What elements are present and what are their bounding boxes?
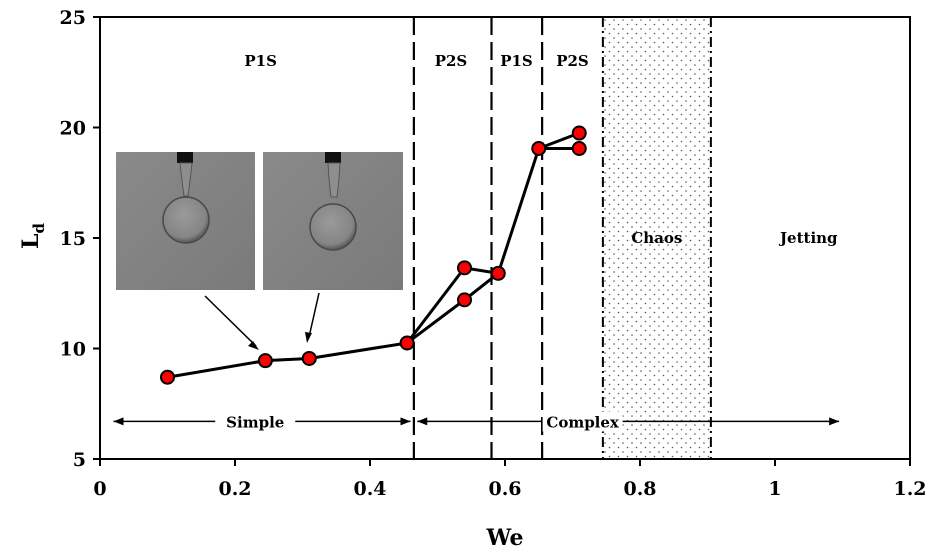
data-point bbox=[457, 292, 472, 308]
y-axis-title: Ld bbox=[18, 223, 48, 249]
range-label-background bbox=[215, 411, 296, 432]
y-tick-label: 15 bbox=[60, 228, 86, 250]
data-point bbox=[399, 335, 415, 351]
y-tick-label: 25 bbox=[60, 7, 86, 29]
y-tick-label: 20 bbox=[60, 118, 86, 140]
range-label: Complex bbox=[546, 413, 620, 431]
data-point bbox=[490, 265, 506, 281]
region-label: Jetting bbox=[778, 229, 838, 247]
y-axis-ticks: 5 10 15 20 25 bbox=[60, 7, 100, 471]
photo-pointer-arrowhead-1 bbox=[248, 341, 259, 350]
range-arrows: Simple Complex bbox=[113, 411, 840, 432]
droplet-photos bbox=[116, 152, 403, 350]
x-tick-label: 1.2 bbox=[893, 478, 926, 500]
y-tick-label: 10 bbox=[60, 339, 86, 361]
region-label: Chaos bbox=[631, 229, 682, 247]
range-label: Simple bbox=[226, 413, 284, 431]
range-arrowhead-left bbox=[417, 417, 428, 426]
photo-pointer-arrow-1 bbox=[204, 295, 257, 347]
x-tick-label: 0.8 bbox=[623, 478, 656, 500]
regime-boundaries bbox=[412, 17, 712, 459]
region-label: P1S bbox=[244, 52, 277, 70]
range-arrowhead-left bbox=[113, 417, 124, 426]
x-tick-label: 0 bbox=[93, 478, 106, 500]
x-tick-label: 1 bbox=[768, 478, 781, 500]
droplet-photo-2 bbox=[263, 152, 403, 290]
range-label-background bbox=[542, 411, 623, 432]
y-tick-label: 5 bbox=[73, 449, 86, 471]
region-labels: P1S P2S P1S P2S Chaos Jetting bbox=[244, 52, 838, 247]
x-axis-ticks: 0 0.2 0.4 0.6 0.8 1 1.2 bbox=[93, 459, 926, 500]
data-point bbox=[457, 260, 472, 276]
x-axis-title: We bbox=[486, 525, 524, 551]
range-arrowhead-right bbox=[829, 417, 840, 426]
data-point bbox=[571, 140, 587, 156]
region-label: P2S bbox=[556, 52, 589, 70]
photo-pointer-arrow-2 bbox=[308, 292, 320, 338]
photo-pointer-arrowhead-2 bbox=[305, 332, 312, 343]
chaos-region-band bbox=[602, 17, 711, 459]
region-label: P1S bbox=[500, 52, 533, 70]
x-tick-label: 0.4 bbox=[353, 478, 386, 500]
data-point bbox=[160, 369, 175, 385]
data-markers bbox=[160, 125, 587, 385]
data-point bbox=[257, 353, 273, 369]
x-tick-label: 0.6 bbox=[488, 478, 521, 500]
droplet-photo-1 bbox=[116, 152, 255, 290]
data-point bbox=[571, 125, 587, 141]
region-label: P2S bbox=[435, 52, 468, 70]
x-tick-label: 0.2 bbox=[218, 478, 251, 500]
range-arrowhead-right bbox=[400, 417, 411, 426]
data-point bbox=[301, 350, 317, 366]
data-point bbox=[531, 140, 547, 156]
